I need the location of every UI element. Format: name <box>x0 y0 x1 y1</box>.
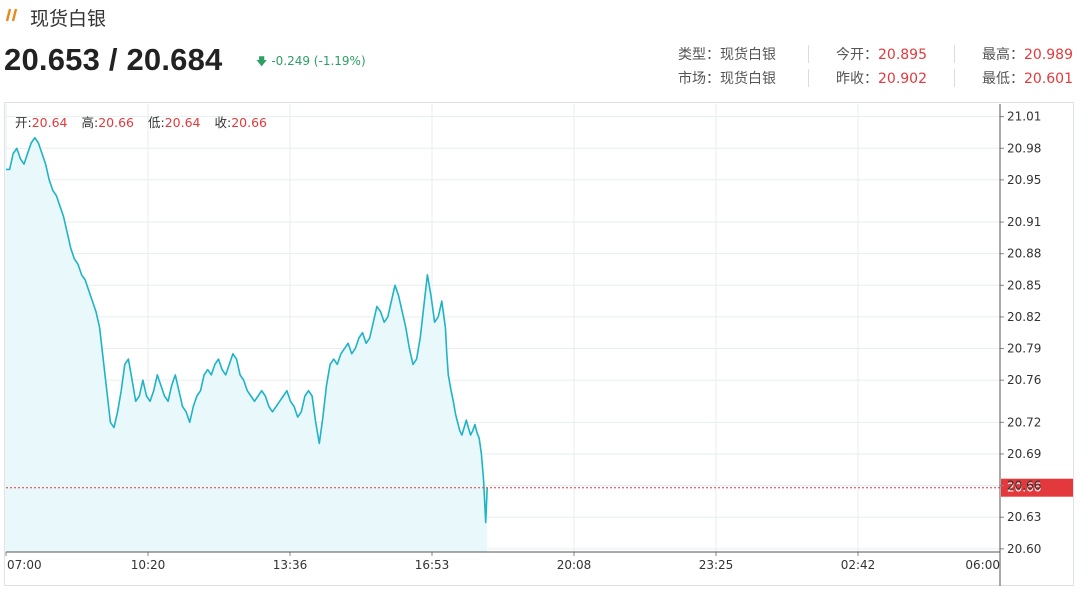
price-line-segment <box>447 374 488 524</box>
type-info: 类型：现货白银 <box>678 44 776 64</box>
y-tick-label: 20.63 <box>1007 510 1041 524</box>
ohlc-low-label: 低: <box>148 115 165 130</box>
chart-plot: 20.66 <box>6 136 1073 552</box>
price-change: 🡇 -0.249 (-1.19%) <box>256 53 366 72</box>
y-tick-label: 20.91 <box>1007 215 1041 229</box>
ohlc-low-value: 20.64 <box>164 115 201 130</box>
low-label: 最低： <box>982 71 1024 87</box>
current-price-tag <box>1001 478 1073 497</box>
divider <box>808 45 809 63</box>
high-info: 最高：20.989 <box>982 44 1073 64</box>
current-price-label: 20.66 <box>1007 481 1041 495</box>
ohlc-high-label: 高: <box>81 115 99 130</box>
y-tick-label: 20.95 <box>1007 173 1041 187</box>
market-info: 市场：现货白银 <box>678 68 776 88</box>
price-change-value: -0.249 (-1.19%) <box>271 54 366 68</box>
market-value: 现货白银 <box>720 71 776 87</box>
y-tick-label: 20.98 <box>1007 141 1041 155</box>
x-tick-label: 20:08 <box>557 558 592 572</box>
open-label: 今开： <box>836 47 878 63</box>
ohlc-high-value: 20.66 <box>98 115 135 130</box>
y-tick-label: 20.69 <box>1007 447 1041 461</box>
prev-close-value: 20.902 <box>878 71 927 87</box>
prev-close-label: 昨收： <box>836 71 878 87</box>
divider <box>808 69 809 87</box>
down-arrow-icon: 🡇 <box>256 55 268 68</box>
ohlc-open-label: 开: <box>15 115 32 130</box>
market-label: 市场： <box>678 71 720 87</box>
price-area-fill <box>6 137 488 552</box>
ohlc-close-value: 20.66 <box>231 115 268 130</box>
y-tick-label: 20.88 <box>1007 247 1041 261</box>
high-value: 20.989 <box>1024 47 1073 63</box>
ohlc-readout: 开:20.64 高:20.66 低:20.64 收:20.66 <box>15 112 277 131</box>
price-chart[interactable]: 20.66 21.01 20.98 20.95 20.91 20.88 20.85 20.8… <box>4 102 1074 586</box>
divider <box>954 45 955 63</box>
y-tick-label: 21.01 <box>1007 110 1041 124</box>
page-title: 现货白银 <box>30 8 107 30</box>
divider <box>954 69 955 87</box>
bid-ask-price: 20.653 / 20.684 <box>4 42 223 77</box>
y-tick-label: 20.60 <box>1007 542 1041 556</box>
x-tick-label: 16:53 <box>415 558 450 572</box>
type-value: 现货白银 <box>720 47 776 63</box>
price-line-segment <box>6 136 450 445</box>
chart-axes <box>5 104 1004 586</box>
x-tick-label: 23:25 <box>699 558 734 572</box>
prev-close-info: 昨收：20.902 <box>836 68 927 88</box>
x-tick-label: 02:42 <box>841 558 876 572</box>
ohlc-close-label: 收: <box>214 115 232 130</box>
type-label: 类型： <box>678 47 720 63</box>
title-mark-icon <box>6 8 18 22</box>
open-info: 今开：20.895 <box>836 44 927 64</box>
y-tick-label: 20.66 <box>1007 479 1041 493</box>
ohlc-open-value: 20.64 <box>31 115 68 130</box>
low-info: 最低：20.601 <box>982 68 1073 88</box>
chart-tick-labels: 21.01 20.98 20.95 20.91 20.88 20.85 20.82 20.79… <box>7 110 1041 572</box>
x-tick-label: 13:36 <box>273 558 308 572</box>
y-tick-label: 20.85 <box>1007 278 1041 292</box>
high-label: 最高： <box>982 47 1024 63</box>
y-tick-label: 20.72 <box>1007 415 1041 429</box>
x-tick-label: 07:00 <box>7 558 42 572</box>
low-value: 20.601 <box>1024 71 1073 87</box>
y-tick-label: 20.82 <box>1007 310 1041 324</box>
x-tick-label: 10:20 <box>131 558 166 572</box>
x-tick-label: 06:00 <box>965 558 1000 572</box>
open-value: 20.895 <box>878 47 927 63</box>
y-tick-label: 20.76 <box>1007 373 1041 387</box>
y-tick-label: 20.79 <box>1007 342 1041 356</box>
